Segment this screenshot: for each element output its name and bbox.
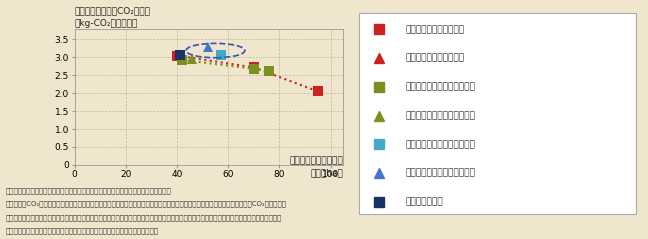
Text: ２　CO₂排出量とは、自動車（バス、タクシー等、旅客自動車運送事業に係るものは除く。）の利用によって排出されるCO₂の推計値。: ２ CO₂排出量とは、自動車（バス、タクシー等、旅客自動車運送事業に係るものは除… [5, 201, 286, 207]
Text: 地方中核都市圏（中心都市）: 地方中核都市圏（中心都市） [405, 140, 475, 149]
Text: 地方中枢都市圏（周辺都市）: 地方中枢都市圏（周辺都市） [405, 111, 475, 120]
Text: 地方中枢都市圏（中心都市）: 地方中枢都市圏（中心都市） [405, 82, 475, 91]
Text: 三大都市圏（周辺都市）: 三大都市圏（周辺都市） [405, 54, 464, 63]
Text: 地方中心都市圏: 地方中心都市圏 [405, 197, 443, 206]
Text: 実行計画（区域施策編）策定マニュアル（第１版）」より国土交通省作成: 実行計画（区域施策編）策定マニュアル（第１版）」より国土交通省作成 [5, 227, 158, 234]
Text: 一人当たり自動車CO₂排出量: 一人当たり自動車CO₂排出量 [75, 6, 150, 15]
Text: （注）１　都市圏分類は、国土交通省「全国都市交通特性調査」の都市圏分類による。: （注）１ 都市圏分類は、国土交通省「全国都市交通特性調査」の都市圏分類による。 [5, 188, 171, 194]
Text: （kg-CO₂／人・日）: （kg-CO₂／人・日） [75, 19, 138, 28]
Text: 地方中核都市圏（周辺都市）: 地方中核都市圏（周辺都市） [405, 169, 475, 178]
Text: 人口集中地区人口密度: 人口集中地区人口密度 [290, 157, 343, 166]
Text: （人／ha）: （人／ha） [310, 168, 343, 178]
Text: 三大都市圏（中心都市）: 三大都市圏（中心都市） [405, 25, 464, 34]
FancyBboxPatch shape [359, 13, 636, 214]
Text: 資料）総務省「家計調査」、「国勢調査」、「住民基本台帳」、経済産業業省「総合エネルギー統計」及び環境省「地球温暖化対策地方公共団体: 資料）総務省「家計調査」、「国勢調査」、「住民基本台帳」、経済産業業省「総合エネ… [5, 214, 281, 221]
